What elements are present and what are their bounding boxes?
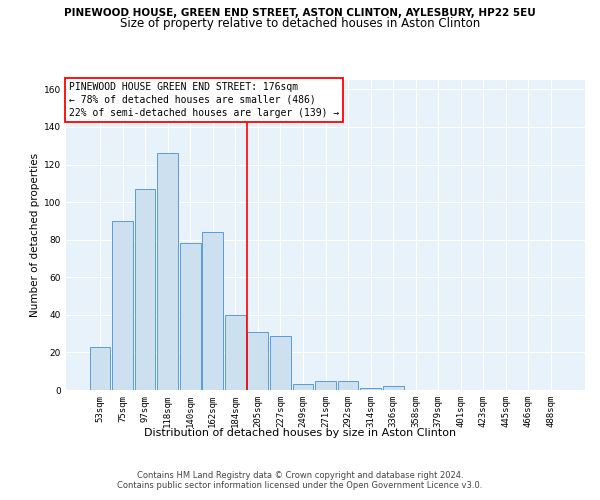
Bar (293, 384, 313, 390)
Text: Size of property relative to detached houses in Aston Clinton: Size of property relative to detached ho… (120, 18, 480, 30)
Text: Contains HM Land Registry data © Crown copyright and database right 2024.: Contains HM Land Registry data © Crown c… (137, 472, 463, 480)
Text: PINEWOOD HOUSE GREEN END STREET: 176sqm
← 78% of detached houses are smaller (48: PINEWOOD HOUSE GREEN END STREET: 176sqm … (68, 82, 339, 118)
Bar (180, 244, 200, 390)
Text: Contains public sector information licensed under the Open Government Licence v3: Contains public sector information licen… (118, 482, 482, 490)
Bar (89, 347, 110, 390)
Y-axis label: Number of detached properties: Number of detached properties (30, 153, 40, 317)
Bar (315, 380, 336, 390)
Bar (157, 154, 178, 390)
Bar (134, 189, 155, 390)
Text: PINEWOOD HOUSE, GREEN END STREET, ASTON CLINTON, AYLESBURY, HP22 5EU: PINEWOOD HOUSE, GREEN END STREET, ASTON … (64, 8, 536, 18)
Bar (202, 232, 223, 390)
Bar (338, 380, 358, 390)
Bar (112, 221, 133, 390)
Bar (225, 315, 245, 390)
Bar (247, 332, 268, 390)
Text: Distribution of detached houses by size in Aston Clinton: Distribution of detached houses by size … (144, 428, 456, 438)
Bar (360, 388, 381, 390)
Bar (270, 336, 291, 390)
Bar (383, 386, 404, 390)
